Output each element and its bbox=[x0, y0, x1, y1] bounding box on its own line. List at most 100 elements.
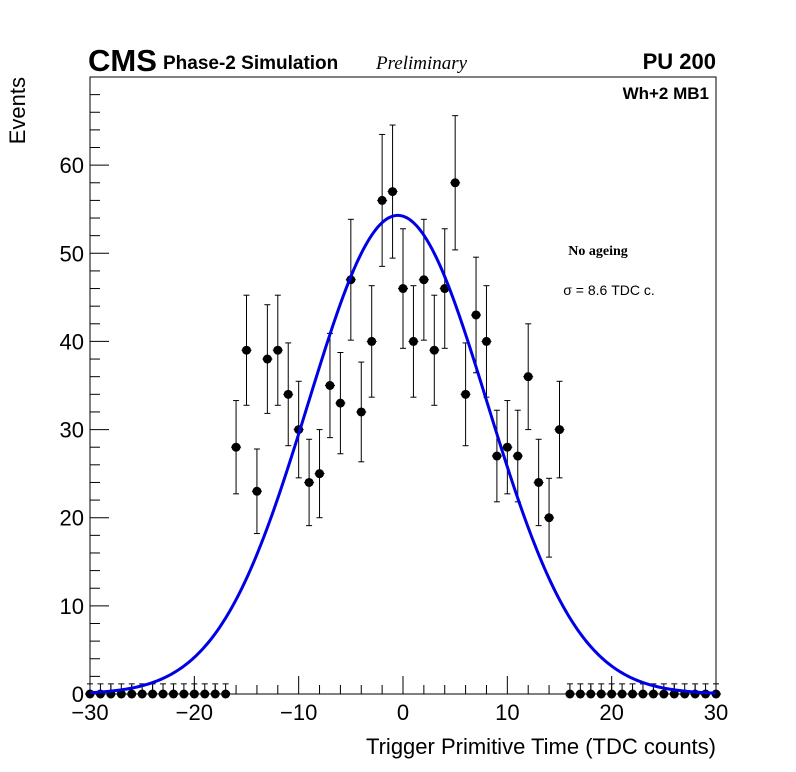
data-point bbox=[471, 256, 482, 374]
data-point bbox=[502, 400, 513, 495]
marker bbox=[502, 442, 512, 452]
marker bbox=[523, 372, 533, 382]
marker bbox=[440, 284, 450, 294]
pileup-label: PU 200 bbox=[643, 49, 716, 74]
marker bbox=[429, 345, 439, 355]
data-point bbox=[669, 683, 680, 699]
marker bbox=[638, 689, 648, 699]
data-point bbox=[658, 683, 669, 699]
marker bbox=[242, 345, 251, 355]
marker bbox=[575, 689, 585, 699]
marker bbox=[168, 689, 178, 699]
data-point bbox=[617, 683, 628, 699]
data-point bbox=[158, 683, 169, 699]
marker bbox=[534, 477, 544, 487]
x-tick-label: 0 bbox=[397, 700, 409, 725]
x-tick-label: 20 bbox=[599, 700, 623, 725]
data-point bbox=[439, 228, 450, 349]
data-point bbox=[189, 683, 200, 699]
data-point bbox=[220, 683, 231, 699]
x-tick-label: −10 bbox=[280, 700, 317, 725]
y-tick-label: 0 bbox=[72, 682, 84, 707]
marker bbox=[555, 425, 564, 435]
data-point bbox=[564, 683, 575, 699]
marker bbox=[127, 689, 137, 699]
data-point bbox=[116, 683, 127, 699]
marker bbox=[544, 513, 554, 523]
marker bbox=[461, 389, 471, 399]
marker bbox=[158, 689, 168, 699]
marker bbox=[596, 689, 606, 699]
data-point bbox=[283, 342, 294, 447]
marker bbox=[388, 187, 398, 197]
data-point bbox=[648, 683, 659, 699]
marker bbox=[231, 442, 241, 452]
x-tick-labels: −30 −20 −10 0 10 20 30 bbox=[71, 700, 728, 725]
marker bbox=[356, 407, 366, 417]
marker bbox=[315, 469, 325, 479]
marker bbox=[481, 336, 491, 346]
marker bbox=[367, 336, 377, 346]
x-tick-label: −20 bbox=[176, 700, 213, 725]
data-point bbox=[168, 683, 179, 699]
data-point bbox=[606, 683, 617, 699]
marker bbox=[116, 689, 126, 699]
marker bbox=[377, 195, 387, 205]
x-tick-label: −30 bbox=[71, 700, 108, 725]
marker bbox=[669, 689, 679, 699]
data-point bbox=[231, 400, 242, 495]
data-points bbox=[85, 115, 721, 699]
marker bbox=[189, 689, 199, 699]
marker bbox=[648, 689, 658, 699]
data-point bbox=[460, 342, 471, 447]
marker bbox=[200, 689, 210, 699]
marker bbox=[586, 689, 596, 699]
data-point bbox=[377, 133, 388, 267]
data-point bbox=[126, 683, 137, 699]
marker bbox=[419, 275, 429, 285]
x-tick-label: 30 bbox=[704, 700, 728, 725]
data-point bbox=[544, 477, 555, 558]
axis-ticks bbox=[89, 76, 717, 695]
marker bbox=[262, 354, 272, 364]
y-tick-label: 20 bbox=[60, 506, 84, 531]
marker bbox=[210, 689, 220, 699]
data-point bbox=[418, 218, 429, 341]
y-tick-label: 40 bbox=[60, 329, 84, 354]
data-point bbox=[554, 380, 565, 479]
data-point bbox=[387, 124, 398, 259]
marker bbox=[221, 689, 231, 699]
data-point bbox=[429, 294, 440, 406]
data-point bbox=[324, 332, 335, 439]
x-axis-title: Trigger Primitive Time (TDC counts) bbox=[366, 734, 716, 759]
y-tick-labels: 0 10 20 30 40 50 60 bbox=[60, 153, 84, 707]
marker bbox=[659, 689, 669, 699]
experiment-label: CMS bbox=[88, 43, 157, 78]
marker bbox=[273, 345, 283, 355]
y-axis-title: Events bbox=[5, 77, 30, 144]
data-point bbox=[178, 683, 189, 699]
subtitle-label: Phase-2 Simulation bbox=[163, 53, 338, 74]
y-tick-label: 30 bbox=[60, 418, 84, 443]
y-tick-label: 10 bbox=[60, 594, 84, 619]
data-point bbox=[314, 429, 325, 519]
data-point bbox=[627, 683, 638, 699]
data-point bbox=[637, 683, 648, 699]
data-point bbox=[533, 438, 544, 527]
marker bbox=[252, 486, 262, 496]
marker bbox=[565, 689, 575, 699]
marker bbox=[325, 381, 335, 390]
marker bbox=[617, 689, 627, 699]
marker bbox=[137, 689, 147, 699]
marker bbox=[148, 689, 158, 699]
marker bbox=[607, 689, 617, 699]
marker bbox=[492, 451, 502, 461]
y-tick-label: 60 bbox=[60, 153, 84, 178]
data-point bbox=[272, 294, 283, 406]
x-tick-label: 10 bbox=[495, 700, 519, 725]
data-point bbox=[147, 683, 158, 699]
data-point bbox=[251, 448, 262, 535]
marker bbox=[450, 178, 460, 188]
data-point bbox=[711, 683, 721, 699]
